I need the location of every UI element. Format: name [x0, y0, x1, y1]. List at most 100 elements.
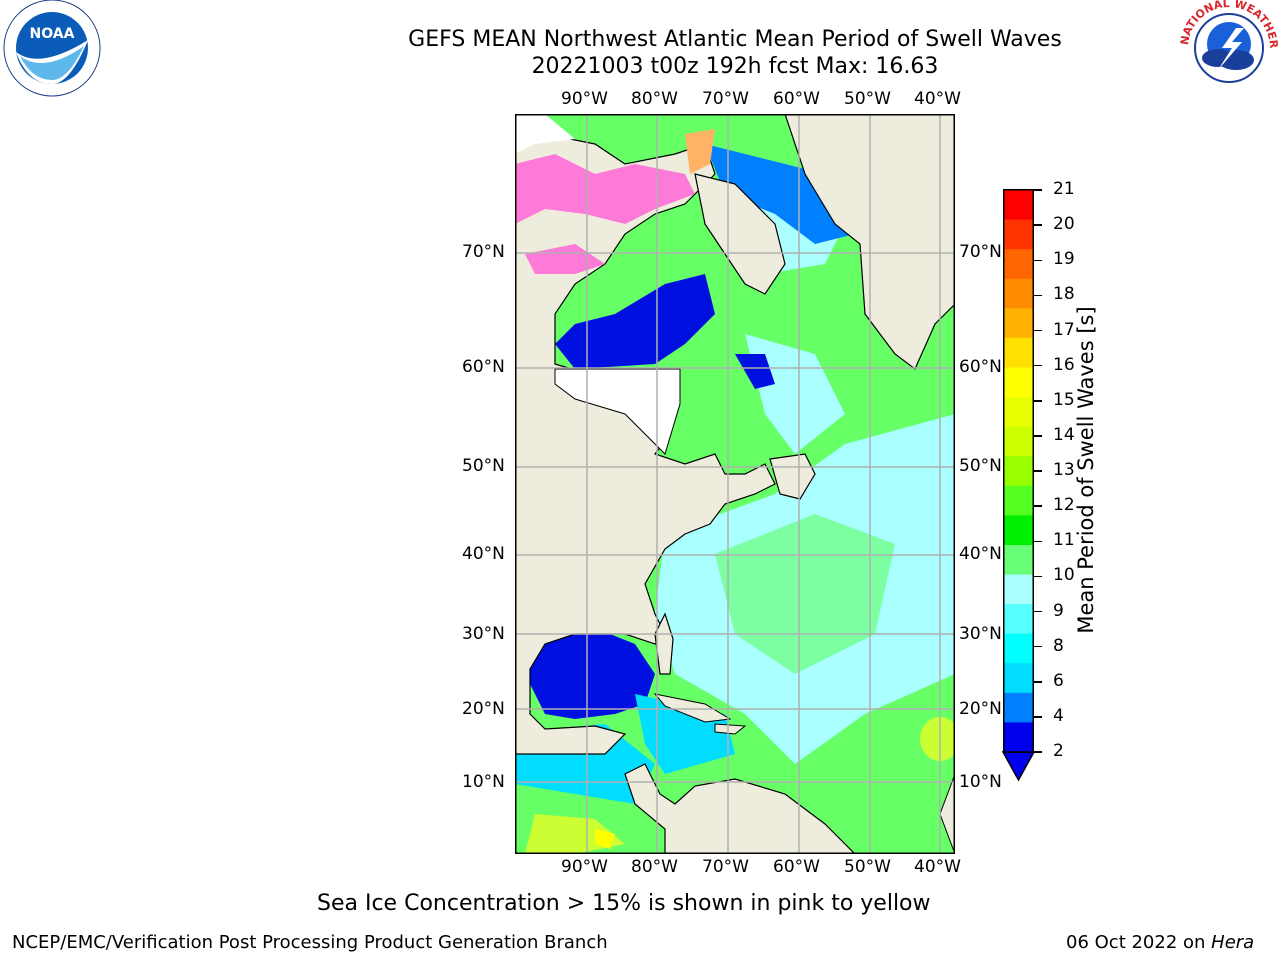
colorbar-segment: [1004, 663, 1033, 694]
colorbar-segment: [1004, 367, 1033, 398]
colorbar-segment: [1004, 190, 1033, 221]
colorbar: [1000, 186, 1040, 786]
colorbar-tick: [1034, 329, 1042, 332]
lat-label-right-60n: 60°N: [959, 357, 1002, 377]
lon-label-top-60w: 60°W: [773, 89, 820, 109]
lon-label-bottom-80w: 80°W: [631, 857, 678, 877]
lon-label-top-80w: 80°W: [631, 89, 678, 109]
colorbar-segment: [1004, 574, 1033, 605]
colorbar-segment: [1004, 426, 1033, 457]
colorbar-segment: [1004, 633, 1033, 664]
footer-machine: Hera: [1211, 932, 1255, 953]
lon-label-top-70w: 70°W: [702, 89, 749, 109]
colorbar-tick: [1034, 575, 1042, 578]
lon-label-bottom-50w: 50°W: [844, 857, 891, 877]
colorbar-segment: [1004, 604, 1033, 635]
colorbar-tick: [1034, 189, 1042, 191]
colorbar-tick: [1034, 470, 1042, 472]
colorbar-tick-label: 4: [1053, 705, 1064, 726]
colorbar-tick-label: 15: [1053, 389, 1075, 410]
colorbar-segment: [1004, 515, 1033, 546]
noaa-logo-text: NOAA: [30, 26, 75, 42]
colorbar-segment: [1004, 337, 1033, 368]
colorbar-tick-label: 20: [1053, 214, 1075, 235]
colorbar-tick-label: 14: [1053, 424, 1075, 445]
colorbar-segment: [1004, 692, 1033, 723]
lat-label-left-40n: 40°N: [462, 544, 505, 564]
colorbar-tick: [1034, 751, 1042, 753]
colorbar-tick: [1034, 294, 1042, 297]
colorbar-tick-label: 16: [1053, 354, 1075, 375]
lat-label-left-60n: 60°N: [462, 357, 505, 377]
colorbar-tick-label: 12: [1053, 495, 1075, 516]
lat-label-right-10n: 10°N: [959, 772, 1002, 792]
baffin-island: [694, 173, 786, 295]
colorbar-tick-label: 13: [1053, 460, 1075, 480]
sea-ice-arctic: [515, 154, 695, 224]
colorbar-segment: [1004, 397, 1033, 428]
lon-label-top-90w: 90°W: [561, 89, 608, 109]
colorbar-tick: [1034, 610, 1042, 613]
sea-ice-orange: [685, 129, 715, 174]
colorbar-tick: [1034, 716, 1042, 718]
footer-date: 06 Oct 2022 on Hera: [1066, 932, 1254, 953]
colorbar-segment: [1004, 544, 1033, 576]
noaa-logo: NOAA: [0, 0, 104, 100]
title-line-1: GEFS MEAN Northwest Atlantic Mean Period…: [408, 27, 1062, 52]
lon-label-top-40w: 40°W: [914, 89, 961, 109]
title-line-2: 20221003 t00z 192h fcst Max: 16.63: [531, 54, 939, 79]
colorbar-segment: [1004, 456, 1033, 487]
colorbar-segment: [1004, 308, 1033, 339]
sea-ice-note: Sea Ice Concentration > 15% is shown in …: [317, 891, 931, 916]
lat-label-right-40n: 40°N: [959, 544, 1002, 564]
lon-label-bottom-90w: 90°W: [561, 857, 608, 877]
lat-label-left-70n: 70°N: [462, 242, 505, 262]
map-svg: [515, 114, 955, 854]
gulf-of-mexico: [530, 632, 655, 719]
lon-label-bottom-70w: 70°W: [702, 857, 749, 877]
footer-date-text: 06 Oct 2022 on: [1066, 932, 1212, 953]
tropical-yellow-green: [920, 717, 955, 761]
colorbar-frame: [1003, 189, 1034, 753]
colorbar-svg: [1001, 189, 1036, 782]
hispaniola: [714, 723, 747, 735]
colorbar-segment: [1004, 485, 1033, 516]
colorbar-tick: [1034, 400, 1042, 402]
colorbar-tick: [1034, 540, 1042, 542]
lat-label-right-50n: 50°N: [959, 456, 1002, 476]
colorbar-tick: [1034, 505, 1042, 507]
colorbar-tick: [1034, 435, 1042, 437]
south-america-land: [624, 763, 856, 854]
colorbar-tick-label: 11: [1053, 530, 1075, 551]
colorbar-tick: [1034, 259, 1042, 261]
colorbar-tick-label: 2: [1053, 741, 1064, 761]
lat-label-left-20n: 20°N: [462, 699, 505, 719]
footer-branch: NCEP/EMC/Verification Post Processing Pr…: [12, 932, 608, 953]
lat-label-right-70n: 70°N: [959, 242, 1002, 262]
lat-label-right-20n: 20°N: [959, 699, 1002, 719]
colorbar-tick-label: 19: [1053, 249, 1075, 270]
lon-label-bottom-40w: 40°W: [914, 857, 961, 877]
lon-label-bottom-60w: 60°W: [773, 857, 820, 877]
cuba: [653, 693, 732, 723]
florida: [654, 612, 674, 675]
labrador-cyan: [745, 334, 845, 454]
nws-logo: NATIONAL WEATHER SERVICE: [1174, 0, 1280, 100]
africa-edge: [939, 773, 955, 854]
map-frame: [515, 114, 955, 854]
baffin-blue: [705, 144, 855, 244]
colorbar-segment: [1004, 249, 1033, 280]
colorbar-tick: [1034, 364, 1042, 367]
colorbar-segment: [1004, 219, 1033, 250]
colorbar-tick-label: 10: [1053, 565, 1075, 586]
colorbar-extend-arrow: [1001, 751, 1036, 782]
colorbar-tick-label: 6: [1053, 670, 1064, 691]
lat-label-left-10n: 10°N: [462, 772, 505, 792]
lon-label-top-50w: 50°W: [844, 89, 891, 109]
colorbar-tick-label: 18: [1053, 284, 1075, 305]
lat-label-right-30n: 30°N: [959, 624, 1002, 644]
colorbar-tick: [1034, 224, 1042, 226]
lat-label-left-30n: 30°N: [462, 624, 505, 644]
colorbar-label-text: Mean Period of Swell Waves [s]: [1074, 306, 1098, 634]
lat-label-left-50n: 50°N: [462, 456, 505, 476]
